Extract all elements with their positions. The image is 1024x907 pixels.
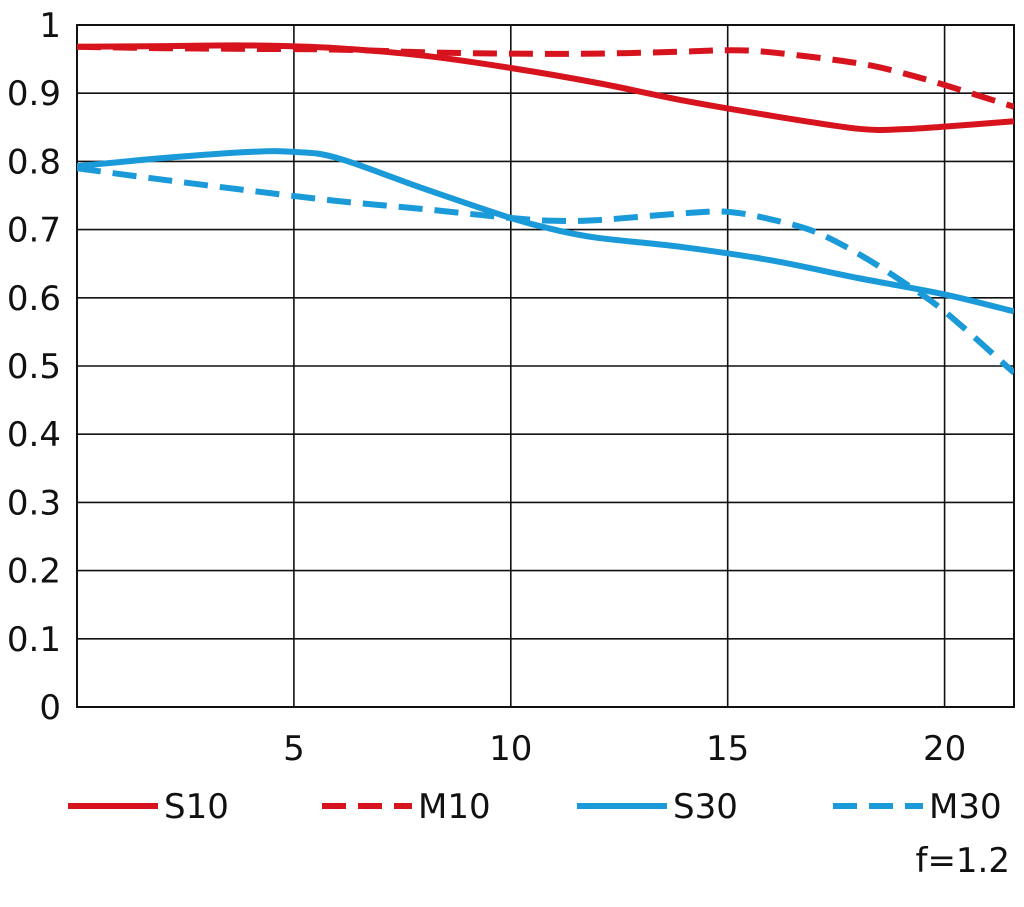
x-tick-label: 20 (923, 729, 966, 769)
series-line-s30 (77, 148, 1014, 315)
x-tick-label: 15 (706, 729, 749, 769)
y-tick-label: 0.2 (7, 552, 61, 592)
y-tick-label: 1 (39, 6, 61, 46)
y-tick-label: 0.3 (7, 483, 61, 523)
series-line-m30 (77, 165, 1014, 376)
legend: S10 M10 S30 M30 (68, 787, 1002, 827)
y-tick-label: 0.7 (7, 211, 61, 251)
series-lines (77, 42, 1014, 376)
y-tick-label: 0.1 (7, 620, 61, 660)
legend-label-s10: S10 (164, 787, 229, 827)
y-tick-label: 0.4 (7, 415, 61, 455)
x-axis-tick-labels: 5 10 15 20 (283, 729, 966, 769)
y-tick-label: 0.9 (7, 74, 61, 114)
legend-label-s30: S30 (673, 787, 738, 827)
legend-label-m10: M10 (418, 787, 491, 827)
series-line-s10 (77, 42, 1014, 133)
legend-label-m30: M30 (929, 787, 1002, 827)
aperture-note: f=1.2 (915, 841, 1010, 881)
y-tick-label: 0.8 (7, 142, 61, 182)
y-axis-tick-labels: 0 0.1 0.2 0.3 0.4 0.5 0.6 0.7 0.8 0.9 1 (7, 6, 61, 728)
y-tick-label: 0.6 (7, 279, 61, 319)
series-line-m10 (77, 43, 1014, 110)
x-tick-label: 10 (489, 729, 532, 769)
plot-frame (76, 24, 1015, 708)
y-tick-label: 0 (39, 688, 61, 728)
x-tick-label: 5 (283, 729, 305, 769)
y-tick-label: 0.5 (7, 347, 61, 387)
